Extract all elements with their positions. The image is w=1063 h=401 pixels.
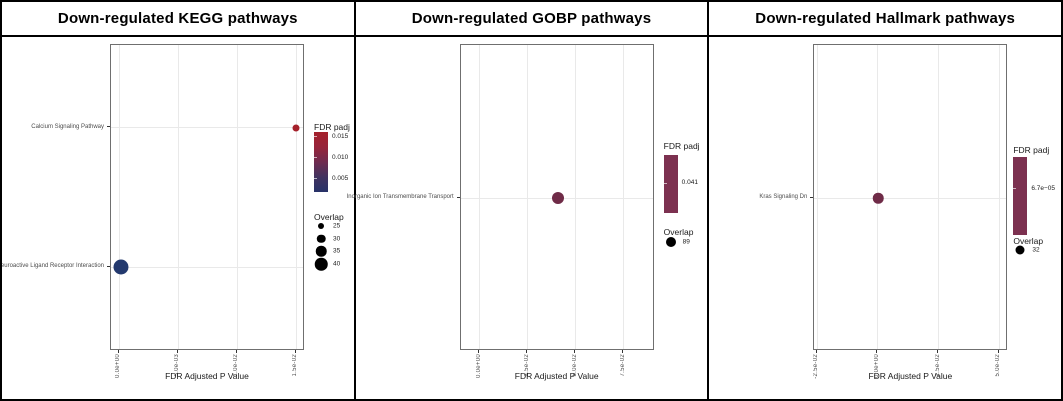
legend-size-label: 89 xyxy=(682,238,690,246)
x-tickmark xyxy=(235,350,237,353)
colorbar-tick-label: 6.7e−05 xyxy=(1031,184,1056,192)
plot-frame xyxy=(459,44,654,350)
colorbar-tickmark xyxy=(314,136,317,138)
legend-size-title: Overlap xyxy=(663,227,694,237)
colorbar xyxy=(314,132,328,192)
y-tickmark xyxy=(456,196,460,198)
colorbar-tick-label: 0.015 xyxy=(332,132,349,140)
y-tickmark xyxy=(810,196,814,198)
x-tickmark xyxy=(526,350,528,353)
legend-color-title: FDR padj xyxy=(663,141,700,151)
x-axis-title: FDR Adjusted P Value xyxy=(868,371,953,381)
colorbar xyxy=(663,155,678,213)
x-tickmark xyxy=(574,350,576,353)
y-gridline xyxy=(111,266,303,268)
legend-size-label: 25 xyxy=(333,222,341,230)
legend-size-dot xyxy=(316,234,326,243)
y-gridline xyxy=(814,197,1007,199)
y-axis-label: Inorganic Ion Transmembrane Transport xyxy=(346,194,454,200)
legend-size-dot xyxy=(665,237,676,247)
data-point xyxy=(872,192,884,204)
x-tickmark xyxy=(478,350,480,353)
y-axis-label: Neuroactive Ligand Receptor Interaction xyxy=(0,263,104,270)
y-axis-label: Kras Signaling Dn xyxy=(759,194,808,200)
data-point xyxy=(113,259,129,275)
x-gridline xyxy=(623,45,625,349)
y-tickmark xyxy=(107,265,110,267)
x-gridline xyxy=(236,45,238,349)
x-axis-title: FDR Adjusted P Value xyxy=(165,371,249,381)
x-tickmark xyxy=(117,350,119,353)
panel-title-hallmark: Down-regulated Hallmark pathways xyxy=(709,2,1061,37)
x-gridline xyxy=(527,45,529,349)
panel-title-kegg: Down-regulated KEGG pathways xyxy=(2,2,354,37)
legend-size-title: Overlap xyxy=(1013,236,1044,246)
legend-size-label: 35 xyxy=(333,247,341,255)
x-gridline xyxy=(575,45,577,349)
x-gridline xyxy=(177,45,179,349)
legend-size-label: 40 xyxy=(333,260,341,268)
data-point xyxy=(292,124,300,132)
x-tickmark xyxy=(176,350,178,353)
legend-size-dot xyxy=(1015,245,1025,255)
legend-size-label: 32 xyxy=(1032,246,1040,254)
colorbar-tickmark xyxy=(314,178,317,180)
legend-color-title: FDR padj xyxy=(1013,145,1050,155)
x-gridline xyxy=(998,45,1000,349)
x-tickmark xyxy=(997,350,999,353)
panel-title-gobp: Down-regulated GOBP pathways xyxy=(355,2,708,37)
colorbar-tickmark xyxy=(663,182,667,184)
legend-size-dot xyxy=(318,223,324,229)
x-axis-title: FDR Adjusted P Value xyxy=(514,371,599,381)
plot-frame xyxy=(813,44,1008,350)
y-tickmark xyxy=(107,126,110,128)
x-tickmark xyxy=(876,350,878,353)
y-gridline xyxy=(111,127,303,129)
x-gridline xyxy=(816,45,818,349)
colorbar-tickmark xyxy=(1013,188,1017,190)
plot-frame xyxy=(110,44,304,350)
panel-kegg: Down-regulated KEGG pathways Calcium Sig… xyxy=(2,2,354,399)
x-tickmark xyxy=(622,350,624,353)
legend-size-dot xyxy=(314,257,328,271)
colorbar-tick-label: 0.005 xyxy=(332,174,349,182)
panel-gobp: Down-regulated GOBP pathways Inorganic I… xyxy=(346,2,708,399)
colorbar-tickmark xyxy=(314,157,317,159)
x-tickmark xyxy=(937,350,939,353)
x-gridline xyxy=(118,45,120,349)
legend-size-dot xyxy=(315,246,327,257)
panel-hallmark: Down-regulated Hallmark pathways Kras Si… xyxy=(707,2,1061,399)
plot-area-hallmark: Kras Signaling Dn -2.5e-02 0.0e+00 2.5e-02 5… xyxy=(709,37,1061,399)
legend-size-label: 30 xyxy=(333,235,341,243)
y-axis-label: Calcium Signaling Pathway xyxy=(31,123,104,130)
legend-color-title: FDR padj xyxy=(314,122,350,132)
x-tickmark xyxy=(815,350,817,353)
colorbar-tick-label: 0.041 xyxy=(681,179,698,187)
colorbar-tick-label: 0.010 xyxy=(332,153,349,161)
x-gridline xyxy=(479,45,481,349)
plot-area-kegg: Calcium Signaling Pathway Neuroactive Lig… xyxy=(2,37,354,399)
x-gridline xyxy=(295,45,297,349)
x-tickmark xyxy=(294,350,296,353)
data-point xyxy=(552,192,565,204)
colorbar xyxy=(1013,157,1028,235)
legend-size-title: Overlap xyxy=(314,212,344,222)
plot-area-gobp: Inorganic Ion Transmembrane Transport 0.0… xyxy=(346,37,708,399)
x-gridline xyxy=(938,45,940,349)
